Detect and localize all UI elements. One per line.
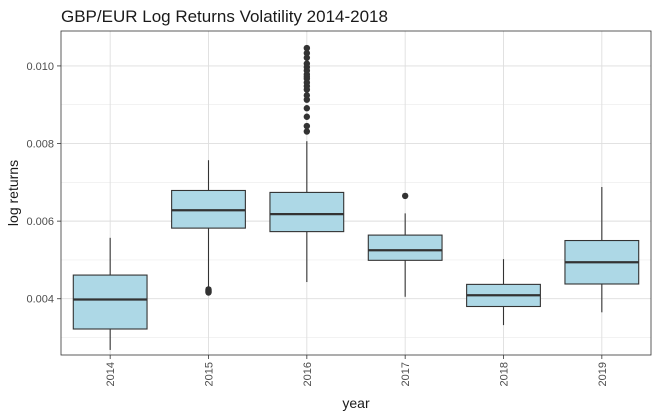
panel-border xyxy=(60,30,652,356)
y-tick-label: 0.004 xyxy=(26,294,54,306)
box-2014 xyxy=(72,237,148,350)
y-tick-label: 0.010 xyxy=(26,61,54,73)
box-body xyxy=(72,274,148,330)
x-tick-label: 2019 xyxy=(597,362,609,386)
box-2016 xyxy=(269,44,345,283)
outlier-point xyxy=(303,122,311,130)
outlier-point xyxy=(303,49,311,57)
outlier-point xyxy=(303,44,311,52)
outlier-point xyxy=(303,128,311,135)
outlier-point xyxy=(303,92,311,99)
y-tick-label: 0.008 xyxy=(26,139,54,151)
x-tick-label: 2015 xyxy=(204,362,216,386)
box-layer xyxy=(72,44,640,350)
y-axis-title: log returns xyxy=(5,160,21,226)
y-tick-label: 0.006 xyxy=(26,216,54,228)
x-tick-label: 2014 xyxy=(105,362,117,386)
box-body xyxy=(269,191,345,233)
x-tick-label: 2016 xyxy=(302,362,314,386)
outlier-point xyxy=(205,289,212,296)
box-2017 xyxy=(367,192,443,297)
outlier-point xyxy=(303,105,311,112)
outlier-point xyxy=(303,113,311,120)
outlier-point xyxy=(303,60,311,67)
outlier-point xyxy=(401,192,409,200)
outlier-point xyxy=(303,54,311,61)
box-body xyxy=(367,234,443,261)
axis-layer: 0.004 0.006 0.008 0.010 2014 2015 2016 2017 2018… xyxy=(26,61,608,387)
chart-title: GBP/EUR Log Returns Volatility 2014-2018 xyxy=(61,7,388,26)
x-axis-title: year xyxy=(342,395,370,411)
box-2018 xyxy=(466,259,541,326)
x-tick-label: 2017 xyxy=(400,362,412,386)
box-2015 xyxy=(171,160,246,296)
x-tick-label: 2018 xyxy=(499,362,511,386)
box-2019 xyxy=(564,186,640,313)
